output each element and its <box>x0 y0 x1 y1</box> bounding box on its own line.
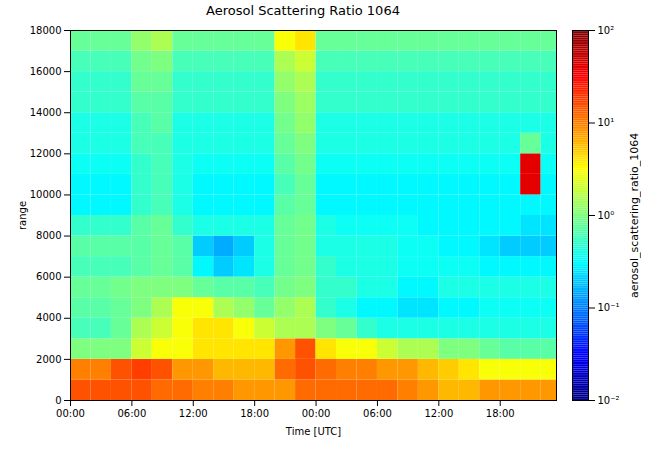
svg-text:14000: 14000 <box>30 107 62 118</box>
svg-text:00:00: 00:00 <box>302 408 331 419</box>
svg-text:10¹: 10¹ <box>598 117 615 128</box>
svg-text:8000: 8000 <box>36 230 61 241</box>
svg-text:6000: 6000 <box>36 271 61 282</box>
svg-text:10⁻¹: 10⁻¹ <box>598 302 620 313</box>
svg-text:range: range <box>17 201 28 230</box>
svg-text:18:00: 18:00 <box>240 408 269 419</box>
svg-text:00:00: 00:00 <box>56 408 85 419</box>
svg-text:10⁰: 10⁰ <box>598 210 615 221</box>
svg-text:10⁻²: 10⁻² <box>598 395 620 406</box>
svg-text:12:00: 12:00 <box>179 408 208 419</box>
svg-text:16000: 16000 <box>30 66 62 77</box>
svg-text:06:00: 06:00 <box>117 408 146 419</box>
svg-text:4000: 4000 <box>36 312 61 323</box>
svg-text:10²: 10² <box>598 25 615 36</box>
svg-text:12:00: 12:00 <box>424 408 453 419</box>
svg-text:Time [UTC]: Time [UTC] <box>285 426 341 437</box>
svg-text:18:00: 18:00 <box>486 408 515 419</box>
svg-text:10000: 10000 <box>30 189 62 200</box>
svg-text:2000: 2000 <box>36 354 61 365</box>
svg-text:12000: 12000 <box>30 148 62 159</box>
html-text:aerosol_scattering_ratio_1064: aerosol_scattering_ratio_1064 <box>628 132 641 298</box>
svg-text:18000: 18000 <box>30 25 62 36</box>
svg-text:0: 0 <box>55 395 61 406</box>
html-text:Aerosol Scattering Ratio 1064: Aerosol Scattering Ratio 1064 <box>206 3 400 18</box>
svg-text:06:00: 06:00 <box>363 408 392 419</box>
